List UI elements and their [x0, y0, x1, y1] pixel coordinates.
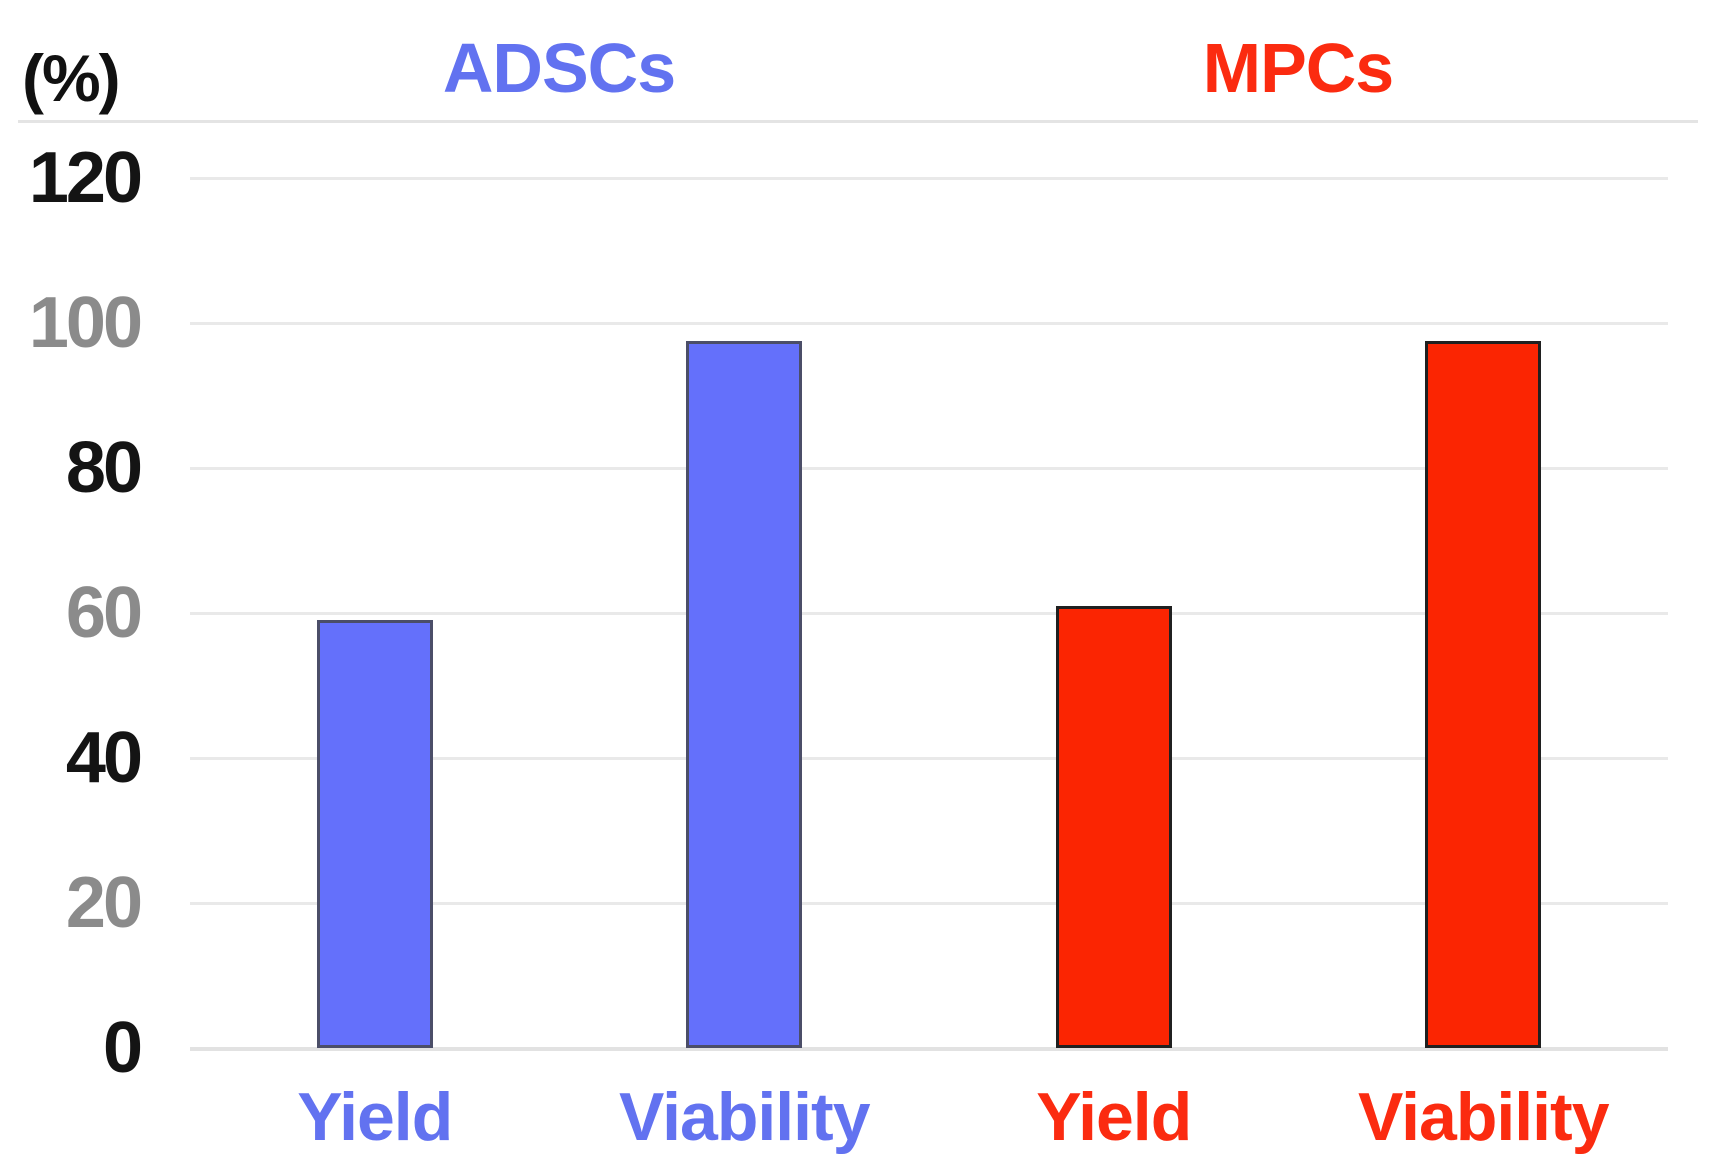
y-tick-label-120: 120	[28, 138, 143, 218]
bar-adscs-viability	[686, 341, 803, 1048]
y-tick-label-20: 20	[65, 863, 143, 943]
y-axis-unit-label: (%)	[22, 41, 121, 115]
x-axis-label-adscs-viability: Viability	[618, 1079, 871, 1155]
gridline-40	[190, 757, 1668, 760]
y-tick-label-40: 40	[65, 718, 143, 798]
bar-mpcs-yield	[1055, 605, 1172, 1048]
group-label-adscs: ADSCs	[442, 29, 676, 107]
gridline-0	[190, 1047, 1668, 1051]
gridline-120	[190, 177, 1668, 180]
bar-mpcs-viability	[1425, 341, 1542, 1048]
y-tick-label-60: 60	[65, 573, 143, 653]
y-tick-label-100: 100	[28, 283, 143, 363]
x-axis-label-mpcs-yield: Yield	[1036, 1079, 1192, 1155]
gridline-100	[190, 322, 1668, 325]
plot-area	[190, 177, 1668, 1051]
bar-adscs-yield	[316, 620, 433, 1048]
gridline-80	[190, 467, 1668, 470]
y-tick-label-0: 0	[102, 1008, 143, 1088]
x-axis-label-adscs-yield: Yield	[297, 1079, 453, 1155]
header-divider	[18, 120, 1698, 123]
gridline-20	[190, 902, 1668, 905]
gridline-60	[190, 612, 1668, 615]
group-label-mpcs: MPCs	[1202, 29, 1394, 107]
y-tick-label-80: 80	[65, 428, 143, 508]
x-axis-label-mpcs-viability: Viability	[1357, 1079, 1610, 1155]
